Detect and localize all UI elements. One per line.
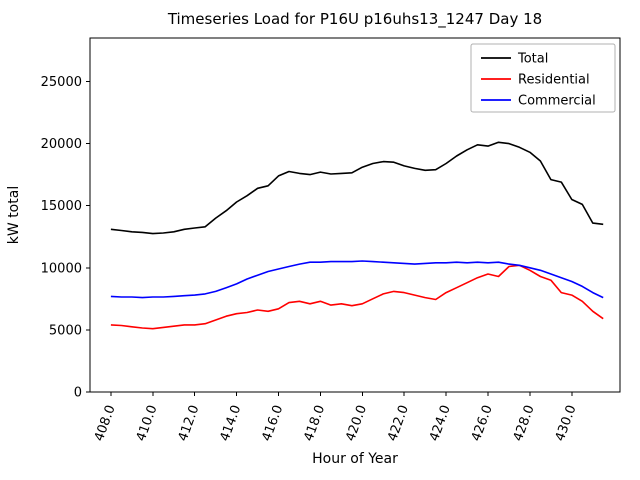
y-tick-label: 0	[74, 386, 82, 401]
x-tick-label: 416.0	[259, 403, 286, 443]
y-tick-label: 25000	[41, 75, 82, 90]
series-line-residential	[110, 264, 604, 330]
x-tick-label: 420.0	[343, 403, 370, 443]
x-tick-label: 414.0	[218, 403, 245, 443]
legend-label-commercial: Commercial	[518, 94, 596, 109]
x-tick-label: 410.0	[134, 403, 161, 443]
legend-label-total: Total	[517, 52, 548, 67]
legend-label-residential: Residential	[518, 73, 590, 88]
x-tick-label: 430.0	[553, 403, 580, 443]
axes-frame	[89, 37, 621, 393]
y-tick-label: 10000	[41, 261, 82, 276]
x-tick-label: 426.0	[469, 403, 496, 443]
x-axis-label: Hour of Year	[312, 451, 398, 467]
x-tick-label: 408.0	[92, 403, 119, 443]
y-tick-label: 20000	[41, 137, 82, 152]
y-tick-label: 5000	[49, 323, 82, 338]
y-axis-label: kW total	[6, 186, 22, 244]
series-line-total	[110, 141, 604, 235]
y-tick-label: 15000	[41, 199, 82, 214]
chart-title: Timeseries Load for P16U p16uhs13_1247 D…	[167, 10, 542, 29]
x-tick-label: 424.0	[427, 403, 454, 443]
x-tick-label: 422.0	[385, 403, 412, 443]
plot-area: 408.0 410.0 412.0 414.0 416.0 418.0 420.0 422.0…	[41, 37, 621, 443]
legend-box	[470, 43, 616, 113]
series-line-commercial	[110, 260, 604, 299]
x-tick-label: 428.0	[511, 403, 538, 443]
x-tick-label: 412.0	[176, 403, 203, 443]
x-tick-label: 418.0	[301, 403, 328, 443]
